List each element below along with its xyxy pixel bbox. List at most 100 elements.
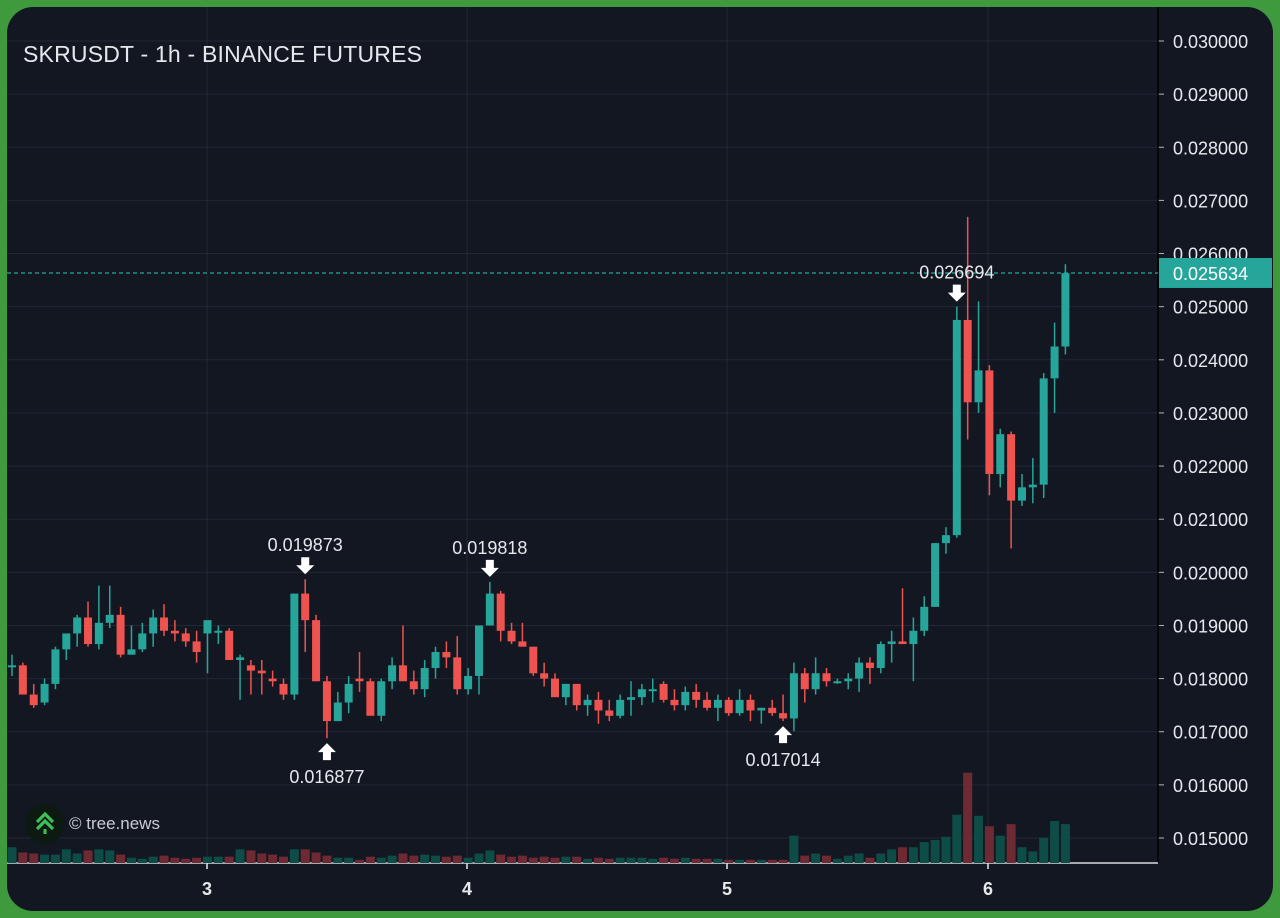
candle-body[interactable] (692, 691, 701, 700)
candle-body[interactable] (301, 593, 310, 621)
candle-body[interactable] (170, 630, 179, 634)
candle-body[interactable] (540, 673, 549, 679)
candle-body[interactable] (181, 633, 190, 642)
candle-body[interactable] (464, 675, 473, 690)
candle-body[interactable] (268, 678, 277, 682)
candle-body[interactable] (51, 649, 60, 684)
candle-body[interactable] (746, 699, 755, 711)
candle-body[interactable] (225, 630, 234, 660)
candle-body[interactable] (703, 699, 712, 708)
candle-body[interactable] (388, 665, 397, 682)
candle-body[interactable] (377, 681, 386, 716)
candle-body[interactable] (996, 434, 1005, 475)
candle-body[interactable] (909, 630, 918, 645)
candle-body[interactable] (496, 593, 505, 631)
volume-bar (126, 857, 136, 863)
candlestick-chart[interactable]: 0.0300000.0290000.0280000.0270000.026000… (7, 7, 1273, 911)
candle-body[interactable] (485, 593, 494, 626)
candle-body[interactable] (518, 641, 527, 647)
candle-body[interactable] (1017, 487, 1026, 501)
candle-body[interactable] (941, 535, 950, 544)
candle-body[interactable] (366, 681, 375, 716)
candle-body[interactable] (312, 620, 321, 682)
candle-body[interactable] (203, 620, 212, 634)
candle-body[interactable] (29, 694, 38, 706)
candle-body[interactable] (453, 657, 462, 690)
candle-body[interactable] (192, 641, 201, 653)
candle-body[interactable] (583, 699, 592, 706)
candle-body[interactable] (214, 630, 223, 633)
candle-body[interactable] (84, 617, 93, 645)
candle-body[interactable] (931, 543, 940, 607)
candle-body[interactable] (985, 370, 994, 475)
candle-body[interactable] (551, 678, 559, 698)
candle-body[interactable] (811, 673, 820, 690)
candle-body[interactable] (1007, 434, 1016, 501)
candle-body[interactable] (62, 633, 71, 650)
candle-body[interactable] (73, 617, 82, 634)
candle-body[interactable] (648, 689, 657, 692)
candle-body[interactable] (681, 691, 690, 706)
candle-body[interactable] (898, 641, 907, 645)
candle-body[interactable] (855, 662, 864, 679)
candle-body[interactable] (149, 617, 158, 634)
candle-body[interactable] (105, 614, 114, 623)
candle-body[interactable] (333, 702, 342, 722)
candle-body[interactable] (561, 683, 570, 698)
candle-body[interactable] (442, 652, 451, 658)
candle-body[interactable] (779, 713, 788, 719)
candle-body[interactable] (822, 673, 831, 682)
candle-body[interactable] (279, 683, 288, 695)
candle-body[interactable] (974, 370, 983, 403)
candle-body[interactable] (887, 641, 896, 645)
candle-body[interactable] (138, 633, 147, 650)
candle-body[interactable] (344, 683, 353, 703)
candle-body[interactable] (409, 681, 418, 690)
candle-body[interactable] (627, 697, 636, 700)
candle-body[interactable] (8, 665, 16, 668)
candle-body[interactable] (800, 673, 809, 690)
candle-body[interactable] (952, 319, 961, 536)
candle-body[interactable] (572, 683, 581, 706)
candle-body[interactable] (920, 606, 929, 631)
candle-body[interactable] (236, 657, 245, 660)
candle-body[interactable] (127, 649, 136, 655)
candle-body[interactable] (768, 707, 777, 714)
candle-body[interactable] (757, 707, 766, 711)
candle-body[interactable] (257, 670, 266, 674)
candle-body[interactable] (659, 683, 668, 700)
candle-body[interactable] (290, 593, 299, 695)
candle-body[interactable] (1061, 273, 1070, 347)
candle-body[interactable] (616, 699, 625, 716)
candle-body[interactable] (605, 710, 614, 716)
candle-body[interactable] (431, 652, 440, 668)
candle-body[interactable] (116, 614, 125, 655)
candle-body[interactable] (322, 681, 331, 722)
candle-body[interactable] (160, 617, 169, 631)
candle-body[interactable] (844, 678, 853, 682)
candle-body[interactable] (507, 630, 516, 642)
candle-body[interactable] (40, 683, 49, 703)
candle-body[interactable] (713, 699, 722, 708)
candle-body[interactable] (246, 665, 255, 671)
candle-body[interactable] (529, 646, 538, 674)
candle-body[interactable] (1028, 484, 1037, 488)
candle-body[interactable] (420, 667, 429, 690)
candle-body[interactable] (1050, 346, 1059, 379)
candle-body[interactable] (398, 665, 407, 682)
candle-body[interactable] (963, 319, 972, 403)
candle-body[interactable] (865, 662, 874, 668)
candle-body[interactable] (833, 681, 842, 684)
candle-body[interactable] (789, 673, 798, 719)
candle-body[interactable] (724, 699, 733, 714)
candle-body[interactable] (474, 625, 483, 676)
candle-body[interactable] (355, 678, 364, 682)
candle-body[interactable] (1039, 378, 1048, 485)
candle-body[interactable] (594, 699, 603, 711)
candle-body[interactable] (18, 665, 27, 695)
candle-body[interactable] (94, 622, 103, 645)
candle-body[interactable] (876, 644, 885, 668)
candle-body[interactable] (735, 699, 744, 714)
candle-body[interactable] (670, 699, 679, 706)
candle-body[interactable] (637, 689, 646, 698)
